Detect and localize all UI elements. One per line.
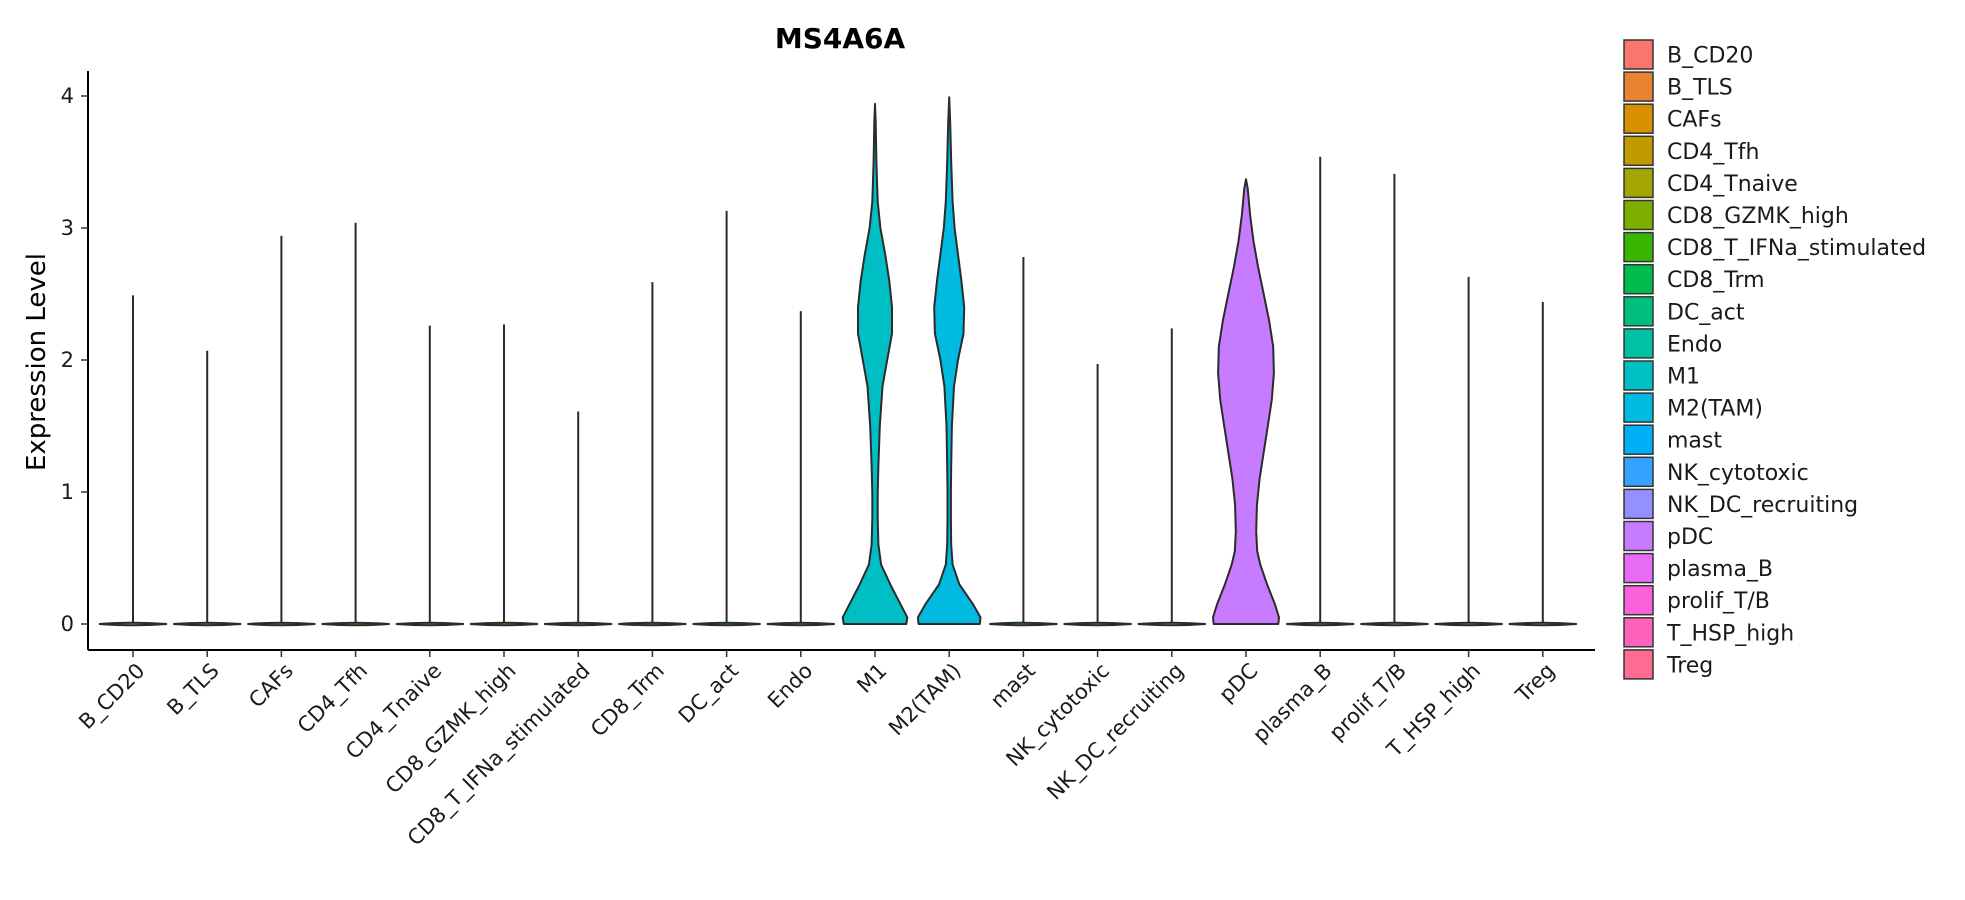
violin-base-B_CD20 [98, 621, 168, 627]
legend-label-NK_DC_recruiting: NK_DC_recruiting [1667, 493, 1858, 518]
x-tick-label-M1: M1 [852, 659, 891, 698]
legend-key-mast [1623, 424, 1654, 455]
x-tick-label-B_CD20: B_CD20 [74, 659, 150, 735]
legend-label-CD4_Tnaive: CD4_Tnaive [1667, 172, 1798, 197]
legend-label-CAFs: CAFs [1667, 108, 1722, 133]
legend-key-CD4_Tfh [1623, 135, 1654, 167]
y-tick-label: 1 [61, 480, 74, 504]
legend-key-NK_cytotoxic [1623, 456, 1654, 488]
legend-label-plasma_B: plasma_B [1667, 557, 1773, 582]
y-tick-label: 2 [61, 348, 74, 372]
x-tick-label-pDC: pDC [1214, 659, 1262, 707]
violin-pDC [1212, 178, 1280, 625]
legend-key-CAFs [1623, 103, 1654, 134]
legend-label-mast: mast [1667, 429, 1722, 454]
chart-title: MS4A6A [775, 22, 906, 55]
legend-key-B_TLS [1623, 71, 1654, 102]
violin-base-DC_act [692, 621, 761, 627]
legend-label-CD8_Trm: CD8_Trm [1667, 268, 1765, 293]
legend-key-pDC [1623, 520, 1654, 552]
x-tick-label-CAFs: CAFs [244, 659, 298, 713]
x-tick-label-mast: mast [986, 659, 1040, 713]
x-tick-label-CD8_GZMK_high: CD8_GZMK_high [381, 659, 521, 799]
legend-label-T_HSP_high: T_HSP_high [1666, 621, 1794, 646]
legend-label-CD4_Tfh: CD4_Tfh [1667, 140, 1759, 165]
legend-label-M2(TAM): M2(TAM) [1667, 397, 1763, 422]
legend-label-NK_cytotoxic: NK_cytotoxic [1667, 461, 1809, 486]
x-tick-label-B_TLS: B_TLS [162, 659, 224, 721]
violin-base-CD4_Tfh [321, 621, 390, 627]
violin-base-T_HSP_high [1434, 621, 1503, 627]
legend-key-CD8_Trm [1623, 263, 1654, 295]
x-tick-label-DC_act: DC_act [674, 659, 744, 729]
legend-key-Treg [1623, 649, 1654, 680]
legend-label-Endo: Endo [1667, 332, 1722, 357]
violin-base-NK_DC_recruiting [1137, 621, 1206, 627]
legend-key-B_CD20 [1623, 39, 1654, 70]
violin-base-mast [989, 621, 1058, 627]
legend-label-pDC: pDC [1667, 525, 1713, 550]
legend-label-DC_act: DC_act [1667, 300, 1745, 325]
legend-key-T_HSP_high [1623, 617, 1654, 648]
violin-base-CD4_Tnaive [395, 621, 464, 627]
violin-base-CD8_GZMK_high [469, 621, 539, 627]
legend-label-Treg: Treg [1666, 653, 1713, 678]
legend-key-DC_act [1623, 296, 1654, 327]
legend-key-CD8_GZMK_high [1623, 199, 1654, 231]
legend-key-Endo [1623, 328, 1654, 359]
legend-key-CD8_T_IFNa_stimulated [1623, 231, 1654, 263]
violin-base-Treg [1508, 621, 1577, 627]
legend-label-M1: M1 [1667, 365, 1700, 390]
violin-base-prolif_T/B [1360, 621, 1429, 627]
violin-base-CD8_T_IFNa_stimulated [544, 621, 613, 627]
x-tick-label-Endo: Endo [763, 659, 817, 713]
legend-key-prolif_T/B [1623, 584, 1654, 616]
legend-label-B_CD20: B_CD20 [1667, 44, 1753, 69]
legend-key-CD4_Tnaive [1623, 167, 1654, 199]
legend-label-CD8_T_IFNa_stimulated: CD8_T_IFNa_stimulated [1667, 236, 1926, 261]
violin-base-Endo [766, 621, 835, 627]
y-tick-label: 0 [61, 612, 74, 636]
y-tick-label: 4 [61, 84, 74, 108]
violin-M1 [841, 102, 909, 625]
y-axis-label: Expression Level [22, 253, 52, 471]
violin-base-plasma_B [1286, 621, 1355, 627]
x-tick-label-plasma_B: plasma_B [1248, 659, 1337, 748]
legend-key-plasma_B [1623, 552, 1654, 584]
legend-label-CD8_GZMK_high: CD8_GZMK_high [1667, 204, 1849, 229]
legend-label-prolif_T/B: prolif_T/B [1667, 589, 1770, 614]
legend-key-M1 [1623, 360, 1654, 391]
violin-base-CD8_Trm [618, 621, 687, 627]
x-tick-label-M2(TAM): M2(TAM) [884, 659, 966, 741]
y-tick-label: 3 [61, 216, 74, 240]
x-tick-label-Treg: Treg [1510, 659, 1559, 708]
x-tick-label-CD8_Trm: CD8_Trm [586, 659, 670, 743]
legend-key-M2(TAM) [1623, 392, 1654, 423]
violin-base-CAFs [247, 621, 316, 627]
violin-M2(TAM) [916, 96, 982, 625]
legend-label-B_TLS: B_TLS [1667, 76, 1733, 101]
legend: B_CD20 B_TLS CAFs CD4_Tfh CD4_Tnaive CD8_GZMK… [1623, 39, 1926, 680]
legend-key-NK_DC_recruiting [1623, 488, 1654, 520]
violin-base-B_TLS [173, 621, 242, 627]
x-tick-label-NK_DC_recruiting: NK_DC_recruiting [1042, 659, 1189, 806]
violin-base-NK_cytotoxic [1063, 621, 1132, 627]
